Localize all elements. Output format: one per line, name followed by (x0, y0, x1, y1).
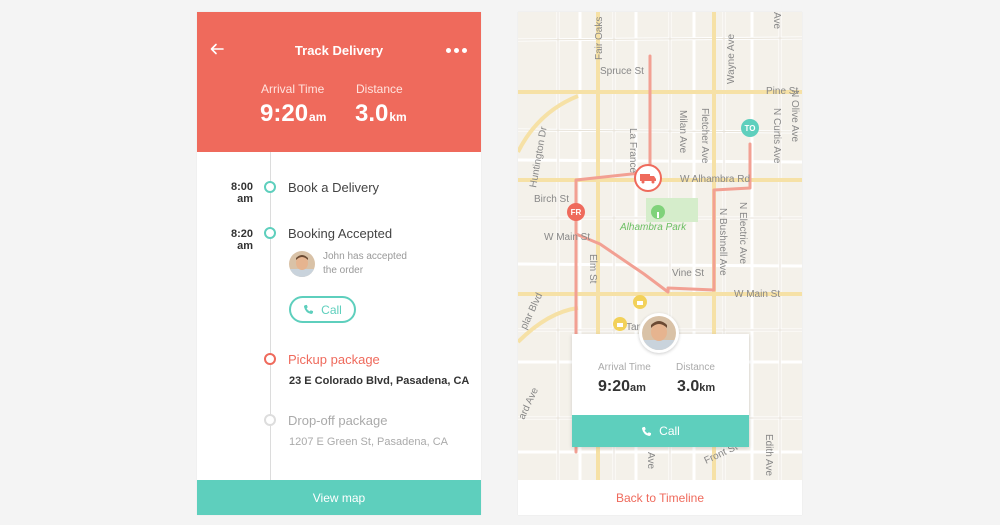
distance-value: 3.0km (677, 378, 716, 395)
street-label: W Main St (734, 289, 780, 300)
street-label: N Bushnell Ave (717, 208, 728, 276)
street-label: W Main St (544, 232, 590, 243)
step-label: Book a Delivery (288, 180, 380, 195)
street-label: Birch St (534, 194, 569, 205)
arrival-time-value: 9:20am (598, 378, 646, 395)
lock-icon[interactable] (613, 317, 627, 331)
street-label: W Alhambra Rd (680, 174, 750, 185)
street-label: Fair Oaks (594, 17, 605, 60)
street-label: Vine St (672, 268, 704, 279)
street-label: Elm St (587, 254, 598, 284)
street-label: Milan Ave (677, 110, 688, 154)
step-dot-done (264, 181, 276, 193)
step-dot-pending (264, 414, 276, 426)
truck-icon (640, 174, 656, 184)
distance-value: 3.0km (355, 100, 407, 127)
lock-icon[interactable] (633, 295, 647, 309)
phone-icon (304, 304, 314, 314)
accepted-note: John has accepted the order (323, 251, 407, 276)
street-label: La France (627, 128, 638, 173)
street-label: Edith Ave (763, 434, 774, 477)
distance-label: Distance (356, 82, 403, 96)
street-label: N Electric Ave (737, 202, 748, 264)
street-label: Pine St (766, 86, 798, 97)
call-button[interactable]: Call (572, 415, 749, 447)
street-label: Fletcher Ave (699, 108, 710, 164)
svg-text:TO: TO (745, 124, 756, 133)
avatar (639, 313, 679, 353)
truck-marker[interactable] (634, 164, 662, 192)
street-label: Ave (771, 12, 782, 29)
header: Track Delivery Arrival Time 9:20am Dista… (197, 12, 481, 152)
step-dot-done (264, 227, 276, 239)
back-to-timeline-button[interactable]: Back to Timeline (518, 480, 802, 515)
arrival-time-label: Arrival Time (261, 82, 325, 96)
map-screen: Alhambra Park Spruce St Pine St Birch St… (518, 12, 802, 515)
distance-label: Distance (676, 362, 715, 373)
to-marker[interactable]: TO (741, 119, 759, 137)
street-label: Ave (645, 452, 656, 469)
timeline-screen: Track Delivery Arrival Time 9:20am Dista… (197, 12, 481, 515)
step-time: 8:20 am (230, 228, 253, 252)
park-label: Alhambra Park (619, 222, 687, 233)
step-time: 8:00 am (230, 181, 253, 205)
arrival-time-value: 9:20am (260, 100, 327, 127)
step-label: Pickup package (288, 352, 380, 367)
avatar (289, 251, 315, 277)
step-label: Booking Accepted (288, 226, 393, 241)
street-label: Wayne Ave (726, 34, 737, 84)
arrival-time-label: Arrival Time (598, 362, 651, 373)
more-icon[interactable] (446, 48, 467, 53)
step-dot-current (264, 353, 276, 365)
dropoff-address: 1207 E Green St, Pasadena, CA (289, 436, 448, 448)
street-label: Spruce St (600, 66, 644, 77)
svg-text:FR: FR (571, 208, 582, 217)
street-label: N Curtis Ave (771, 108, 782, 164)
phone-icon (642, 426, 652, 436)
timeline-line (270, 152, 271, 480)
back-arrow-icon[interactable] (209, 41, 225, 57)
from-marker[interactable]: FR (567, 203, 585, 221)
pickup-address: 23 E Colorado Blvd, Pasadena, CA (289, 375, 470, 387)
call-button[interactable]: Call (289, 296, 356, 323)
street-label: N Olive Ave (789, 90, 800, 142)
step-label: Drop-off package (288, 413, 388, 428)
view-map-button[interactable]: View map (197, 480, 481, 515)
page-title: Track Delivery (294, 43, 384, 58)
